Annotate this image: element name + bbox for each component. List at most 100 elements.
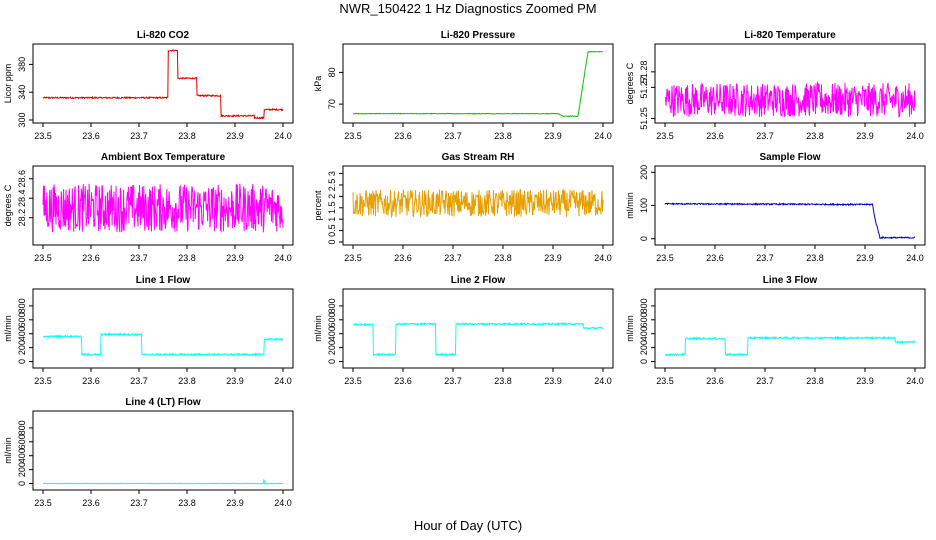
x-tick-label: 24.0 bbox=[594, 253, 612, 263]
x-tick-label: 23.7 bbox=[130, 376, 148, 386]
y-tick-label: 400 bbox=[17, 448, 27, 463]
y-axis-label: kPa bbox=[313, 76, 323, 92]
series-line bbox=[352, 321, 604, 357]
x-tick-label: 23.6 bbox=[82, 376, 100, 386]
y-tick-label: 400 bbox=[17, 326, 27, 341]
x-tick-label: 23.5 bbox=[656, 253, 674, 263]
y-tick-label: 2 bbox=[327, 194, 337, 199]
y-tick-label: 100 bbox=[639, 198, 649, 213]
y-tick-label: 300 bbox=[17, 112, 27, 127]
figure-title: NWR_150422 1 Hz Diagnostics Zoomed PM bbox=[339, 1, 597, 16]
y-tick-label: 51.27 bbox=[639, 76, 649, 99]
x-tick-label: 23.5 bbox=[344, 253, 362, 263]
y-axis-label: percent bbox=[313, 190, 323, 221]
plot-frame bbox=[654, 165, 926, 246]
plot-frame bbox=[32, 288, 294, 369]
plot-frame bbox=[654, 43, 926, 124]
x-tick-label: 24.0 bbox=[594, 376, 612, 386]
series-line bbox=[42, 332, 284, 358]
x-tick-label: 23.6 bbox=[706, 253, 724, 263]
y-tick-label: 70 bbox=[327, 99, 337, 109]
x-tick-label: 23.6 bbox=[82, 131, 100, 141]
x-tick-label: 23.9 bbox=[544, 253, 562, 263]
y-tick-label: 600 bbox=[17, 312, 27, 327]
y-tick-label: 0 bbox=[327, 239, 337, 244]
y-axis-label: ml/min bbox=[3, 315, 13, 342]
x-tick-label: 23.5 bbox=[656, 376, 674, 386]
series-line bbox=[42, 49, 284, 120]
x-tick-label: 23.8 bbox=[494, 253, 512, 263]
x-tick-label: 23.5 bbox=[344, 376, 362, 386]
y-axis-label: ml/min bbox=[625, 315, 635, 342]
x-tick-label: 24.0 bbox=[274, 376, 292, 386]
y-tick-label: 380 bbox=[17, 57, 27, 72]
x-tick-label: 23.6 bbox=[394, 376, 412, 386]
chart-box-temp: Ambient Box Temperature degrees C 28.2 28.4… bbox=[3, 152, 294, 263]
chart-title: Line 4 (LT) Flow bbox=[125, 397, 201, 408]
x-tick-label: 23.8 bbox=[494, 376, 512, 386]
chart-title: Li-820 CO2 bbox=[137, 30, 190, 41]
y-tick-label: 3 bbox=[327, 171, 337, 176]
y-tick-label: 800 bbox=[17, 420, 27, 435]
x-tick-label: 23.7 bbox=[130, 131, 148, 141]
y-tick-label: 200 bbox=[327, 340, 337, 355]
plot-frame bbox=[32, 410, 294, 491]
plot-frame bbox=[32, 43, 294, 124]
y-tick-label: 800 bbox=[17, 298, 27, 313]
x-tick-label: 23.9 bbox=[544, 131, 562, 141]
chart-title: Line 1 Flow bbox=[136, 275, 191, 286]
y-tick-label: 600 bbox=[327, 312, 337, 327]
y-tick-label: 28.2 bbox=[17, 209, 27, 227]
y-tick-label: 28.4 bbox=[17, 189, 27, 207]
x-tick-label: 24.0 bbox=[274, 498, 292, 508]
x-tick-label: 23.6 bbox=[82, 498, 100, 508]
y-tick-label: 0 bbox=[639, 359, 649, 364]
x-tick-label: 24.0 bbox=[594, 131, 612, 141]
x-tick-label: 23.9 bbox=[226, 131, 244, 141]
x-tick-label: 23.6 bbox=[706, 131, 724, 141]
x-axis-label: Hour of Day (UTC) bbox=[413, 518, 523, 533]
y-tick-label: 200 bbox=[639, 165, 649, 180]
x-tick-label: 23.6 bbox=[394, 253, 412, 263]
x-tick-label: 23.6 bbox=[82, 253, 100, 263]
series-line bbox=[42, 479, 284, 485]
x-tick-label: 23.8 bbox=[806, 376, 824, 386]
series-line bbox=[42, 183, 284, 233]
x-tick-label: 23.5 bbox=[656, 131, 674, 141]
chart-title: Li-820 Pressure bbox=[441, 30, 516, 41]
plot-frame bbox=[654, 288, 926, 369]
y-tick-label: 0 bbox=[327, 359, 337, 364]
x-tick-label: 23.7 bbox=[756, 253, 774, 263]
y-tick-label: 800 bbox=[327, 298, 337, 313]
x-tick-label: 23.6 bbox=[394, 131, 412, 141]
plot-frame bbox=[342, 165, 614, 246]
series-line bbox=[664, 335, 916, 357]
y-tick-label: 0 bbox=[639, 236, 649, 241]
chart-title: Ambient Box Temperature bbox=[101, 152, 226, 163]
x-tick-label: 23.6 bbox=[706, 376, 724, 386]
y-tick-label: 0 bbox=[17, 481, 27, 486]
x-tick-label: 23.9 bbox=[856, 376, 874, 386]
y-tick-label: 1.5 bbox=[327, 202, 337, 215]
x-tick-label: 23.9 bbox=[856, 131, 874, 141]
y-tick-label: 200 bbox=[17, 340, 27, 355]
y-tick-label: 200 bbox=[17, 462, 27, 477]
y-tick-label: 51.25 bbox=[639, 107, 649, 130]
series-line bbox=[352, 50, 604, 118]
x-tick-label: 23.8 bbox=[178, 376, 196, 386]
y-tick-label: 0 bbox=[17, 359, 27, 364]
y-axis-label: degrees C bbox=[3, 184, 13, 226]
x-tick-label: 23.8 bbox=[178, 131, 196, 141]
x-tick-label: 23.5 bbox=[344, 131, 362, 141]
plot-frame bbox=[342, 43, 614, 124]
y-tick-label: 600 bbox=[17, 434, 27, 449]
y-tick-label: 400 bbox=[327, 326, 337, 341]
x-tick-label: 23.8 bbox=[178, 498, 196, 508]
y-tick-label: 28.6 bbox=[17, 170, 27, 188]
y-tick-label: 51.28 bbox=[639, 61, 649, 84]
x-tick-label: 23.5 bbox=[34, 253, 52, 263]
series-line bbox=[664, 202, 915, 240]
x-tick-label: 24.0 bbox=[274, 253, 292, 263]
